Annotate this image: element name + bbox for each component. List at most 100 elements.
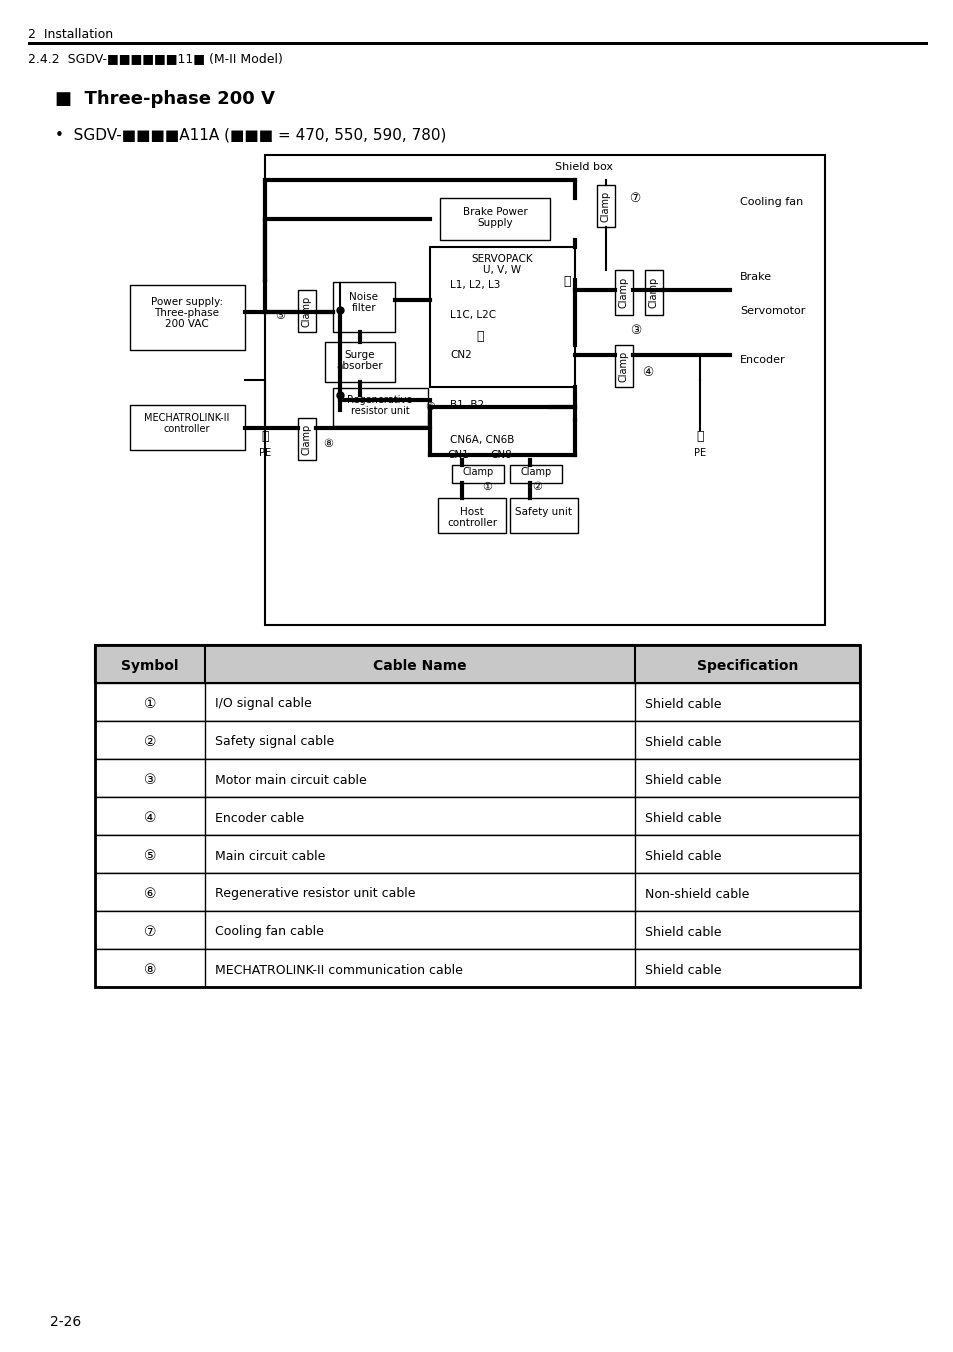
Bar xyxy=(333,388,428,426)
Bar xyxy=(615,270,633,315)
Bar xyxy=(430,247,575,387)
Text: absorber: absorber xyxy=(336,361,383,370)
Text: •  SGDV-■■■■A11A (■■■ = 470, 550, 590, 780): • SGDV-■■■■A11A (■■■ = 470, 550, 590, 78… xyxy=(55,127,446,142)
Text: ②: ② xyxy=(532,483,541,492)
Text: CN2: CN2 xyxy=(450,350,471,360)
Text: Clamp: Clamp xyxy=(302,295,312,327)
Text: Clamp: Clamp xyxy=(618,350,628,381)
Text: ③: ③ xyxy=(144,773,156,787)
Text: Shield cable: Shield cable xyxy=(644,926,720,938)
Text: controller: controller xyxy=(446,518,497,529)
Text: 2-26: 2-26 xyxy=(50,1315,81,1329)
Bar xyxy=(510,498,578,533)
Text: Symbol: Symbol xyxy=(121,658,178,673)
Text: ①: ① xyxy=(481,483,492,492)
Bar xyxy=(265,155,824,625)
Bar xyxy=(95,911,859,949)
Bar xyxy=(325,342,395,383)
Bar xyxy=(130,285,245,350)
Text: Cooling fan: Cooling fan xyxy=(740,197,802,207)
Text: Brake Power: Brake Power xyxy=(462,207,527,218)
Text: ⏚: ⏚ xyxy=(562,274,570,288)
Text: ⑧: ⑧ xyxy=(323,439,333,449)
Bar xyxy=(333,283,395,333)
Text: ④: ④ xyxy=(144,811,156,825)
Text: Shield cable: Shield cable xyxy=(644,811,720,825)
Text: I/O signal cable: I/O signal cable xyxy=(214,698,312,711)
Text: Non-shield cable: Non-shield cable xyxy=(644,887,749,900)
Bar xyxy=(437,498,505,533)
Text: CN6A, CN6B: CN6A, CN6B xyxy=(450,435,514,445)
Text: ①: ① xyxy=(144,698,156,711)
Text: ⑦: ⑦ xyxy=(144,925,156,940)
Text: ⑦: ⑦ xyxy=(629,192,640,204)
Bar xyxy=(95,645,859,987)
Text: ⏚: ⏚ xyxy=(696,430,703,443)
Text: ②: ② xyxy=(144,735,156,749)
Bar xyxy=(644,270,662,315)
Bar xyxy=(95,796,859,836)
Text: ③: ③ xyxy=(630,323,641,337)
Text: Clamp: Clamp xyxy=(618,276,628,308)
Text: 200 VAC: 200 VAC xyxy=(165,319,209,329)
Text: Noise: Noise xyxy=(349,292,378,301)
Text: Cable Name: Cable Name xyxy=(373,658,466,673)
Text: SERVOPACK: SERVOPACK xyxy=(471,254,533,264)
Text: ⏚: ⏚ xyxy=(476,330,483,343)
Bar xyxy=(95,758,859,796)
Text: Main circuit cable: Main circuit cable xyxy=(214,849,325,863)
Text: 2.4.2  SGDV-■■■■■■11■ (M-II Model): 2.4.2 SGDV-■■■■■■11■ (M-II Model) xyxy=(28,51,283,65)
Text: U, V, W: U, V, W xyxy=(482,265,520,274)
Text: Clamp: Clamp xyxy=(600,191,610,222)
Text: Encoder cable: Encoder cable xyxy=(214,811,304,825)
Text: ■  Three-phase 200 V: ■ Three-phase 200 V xyxy=(55,91,274,108)
Bar xyxy=(95,721,859,758)
Text: Servomotor: Servomotor xyxy=(740,306,804,316)
Text: Power supply:: Power supply: xyxy=(151,297,223,307)
Text: Shield cable: Shield cable xyxy=(644,849,720,863)
Text: ⑥: ⑥ xyxy=(424,402,435,412)
Text: B1, B2: B1, B2 xyxy=(450,400,483,410)
Bar xyxy=(452,465,503,483)
Text: Clamp: Clamp xyxy=(648,276,659,308)
Text: Clamp: Clamp xyxy=(462,466,493,477)
Text: ⑤: ⑤ xyxy=(274,311,285,320)
Bar xyxy=(130,406,245,450)
Text: ⑧: ⑧ xyxy=(144,963,156,977)
Text: Specification: Specification xyxy=(696,658,798,673)
Text: ⏚: ⏚ xyxy=(261,430,269,443)
Bar xyxy=(297,289,315,333)
Text: L1C, L2C: L1C, L2C xyxy=(450,310,496,320)
Text: Three-phase: Three-phase xyxy=(154,308,219,318)
Text: L1, L2, L3: L1, L2, L3 xyxy=(450,280,500,289)
Text: Motor main circuit cable: Motor main circuit cable xyxy=(214,773,366,787)
Bar xyxy=(297,418,315,460)
Text: Brake: Brake xyxy=(740,272,771,283)
Text: PE: PE xyxy=(693,448,705,458)
Text: ④: ④ xyxy=(641,365,653,379)
Text: Shield cable: Shield cable xyxy=(644,964,720,976)
Text: CN8: CN8 xyxy=(490,450,511,460)
Text: Encoder: Encoder xyxy=(740,356,785,365)
Text: Supply: Supply xyxy=(476,218,513,228)
Text: PE: PE xyxy=(258,448,271,458)
Bar xyxy=(95,873,859,911)
Text: resistor unit: resistor unit xyxy=(351,406,409,416)
Text: Surge: Surge xyxy=(344,350,375,360)
Text: Shield cable: Shield cable xyxy=(644,735,720,749)
Text: CN1: CN1 xyxy=(447,450,468,460)
Bar xyxy=(615,345,633,387)
Text: filter: filter xyxy=(352,303,375,314)
Text: Shield cable: Shield cable xyxy=(644,773,720,787)
Bar xyxy=(28,42,927,45)
Bar xyxy=(95,836,859,873)
Text: ⑤: ⑤ xyxy=(144,849,156,863)
Text: ⑥: ⑥ xyxy=(144,887,156,900)
Text: controller: controller xyxy=(164,425,210,434)
Bar xyxy=(510,465,561,483)
Bar xyxy=(95,645,859,683)
Text: MECHATROLINK-II: MECHATROLINK-II xyxy=(144,412,230,423)
Text: Regenerative: Regenerative xyxy=(347,395,413,406)
Text: 2  Installation: 2 Installation xyxy=(28,28,113,41)
Text: Safety signal cable: Safety signal cable xyxy=(214,735,334,749)
